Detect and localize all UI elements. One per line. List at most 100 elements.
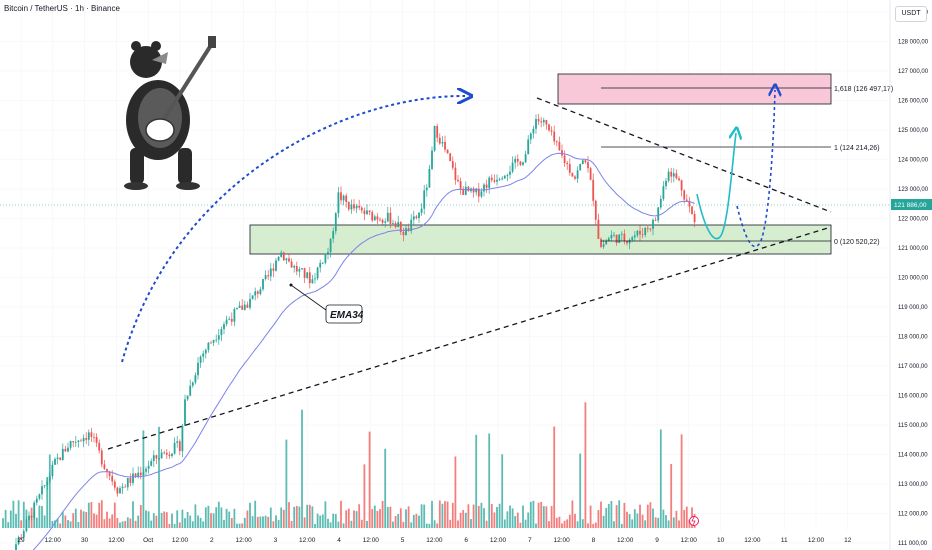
candle-body xyxy=(301,268,303,270)
volume-bar xyxy=(67,520,69,528)
candle-body xyxy=(233,308,236,322)
candle-body xyxy=(665,180,667,187)
candle-body xyxy=(290,261,293,268)
volume-bar xyxy=(470,519,472,528)
volume-bar xyxy=(371,509,374,528)
volume-bar xyxy=(340,500,342,528)
candle-body xyxy=(514,158,517,163)
ema-label-box[interactable] xyxy=(325,304,363,324)
volume-bar xyxy=(620,523,623,528)
candle-body xyxy=(74,441,77,443)
ascending-trendline[interactable] xyxy=(107,226,832,450)
volume-bar xyxy=(269,507,272,528)
volume-bar xyxy=(194,504,197,528)
candle-body xyxy=(43,485,46,487)
ema34-line[interactable] xyxy=(3,152,695,550)
volume-bar xyxy=(186,512,189,528)
volume-bar xyxy=(228,511,231,528)
volume-bar xyxy=(259,516,262,528)
volume-bar xyxy=(537,502,540,528)
volume-bar xyxy=(243,517,246,528)
candle-body xyxy=(397,222,400,228)
volume-bar xyxy=(672,517,675,528)
volume-bar xyxy=(659,429,662,528)
candle-body xyxy=(644,227,647,236)
volume-bar xyxy=(264,515,267,528)
volume-bar xyxy=(431,500,433,528)
candle-body xyxy=(56,457,59,459)
volume-bar xyxy=(602,515,605,528)
volume-bar xyxy=(490,504,493,528)
volume-bar xyxy=(493,512,496,528)
time-axis[interactable]: 29 12:00 30 12:00 Oct 12:00 2 12:00 3 12:00 4 12:00… xyxy=(17,537,851,544)
volume-bar xyxy=(321,514,324,528)
candle-body xyxy=(46,481,49,486)
volume-bar xyxy=(506,511,509,528)
volume-bar xyxy=(457,520,459,528)
candle-body xyxy=(303,268,306,278)
candle-body xyxy=(688,200,691,207)
volume-bar xyxy=(355,511,358,528)
volume-bar xyxy=(113,502,116,528)
candle-body xyxy=(405,228,407,236)
volume-bar xyxy=(251,516,254,528)
volume-bar xyxy=(366,521,368,528)
candle-body xyxy=(334,213,337,232)
candle-body xyxy=(415,216,418,219)
volume-bar xyxy=(613,521,615,528)
candle-body xyxy=(194,375,197,383)
time-tick-label: 10 xyxy=(717,537,725,544)
candle-body xyxy=(191,382,194,386)
candle-body xyxy=(670,171,673,177)
time-tick-label: 29 xyxy=(17,537,25,544)
volume-bar xyxy=(641,514,644,528)
volume-bar xyxy=(480,502,483,528)
candle-body xyxy=(587,162,589,169)
volume-bar xyxy=(116,517,119,528)
candle-body xyxy=(483,184,485,192)
candle-body xyxy=(641,234,644,236)
candle-body xyxy=(251,295,254,299)
volume-bar xyxy=(139,505,142,528)
volume-bar xyxy=(610,501,613,528)
candle-body xyxy=(524,154,527,163)
volume-bar xyxy=(90,502,93,528)
candle-body xyxy=(160,452,163,459)
chart-title: Bitcoin / TetherUS · 1h · Binance xyxy=(4,4,120,13)
teal-projection-path[interactable] xyxy=(696,133,736,240)
candle-body xyxy=(633,235,636,238)
candle-body xyxy=(85,438,88,440)
ema-label: EMA34 xyxy=(330,310,364,321)
candle-body xyxy=(17,537,20,545)
target-zone[interactable] xyxy=(557,73,832,105)
candle-body xyxy=(132,473,134,483)
candle-body xyxy=(15,544,17,550)
candle-body xyxy=(392,223,394,224)
support-zone[interactable] xyxy=(249,224,832,255)
candle-body xyxy=(207,342,210,350)
candle-body xyxy=(353,204,355,209)
candle-body xyxy=(498,179,501,181)
volume-bar xyxy=(121,521,124,528)
volume-bar xyxy=(436,523,439,528)
candle-body xyxy=(264,275,267,280)
blue-projection-path[interactable] xyxy=(736,90,775,248)
candle-body xyxy=(493,180,496,182)
volume-bar xyxy=(670,463,673,528)
candle-body xyxy=(592,179,595,201)
volume-bar xyxy=(633,509,636,528)
candle-body xyxy=(267,275,270,277)
candle-body xyxy=(345,195,348,203)
volume-bar xyxy=(303,517,306,528)
candle-body xyxy=(527,139,530,155)
currency-button[interactable]: USDT xyxy=(895,6,927,22)
candle-body xyxy=(475,188,478,193)
volume-bar xyxy=(428,523,431,528)
volume-bar xyxy=(22,501,25,528)
time-tick-label: 7 xyxy=(528,537,532,544)
volume-bar xyxy=(376,510,379,528)
descending-trendline[interactable] xyxy=(536,97,832,213)
volume-bar xyxy=(238,523,241,528)
